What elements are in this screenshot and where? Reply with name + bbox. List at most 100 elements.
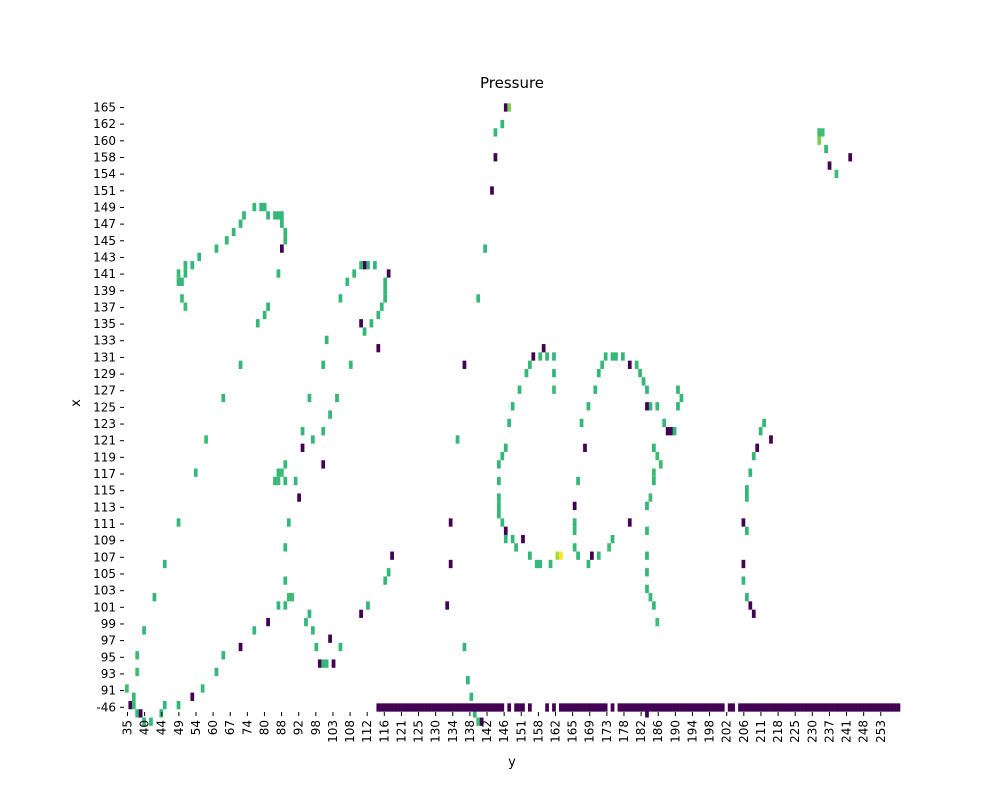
heatmap-cell — [720, 703, 725, 712]
heatmap-cell — [497, 476, 501, 486]
heatmap-cell — [707, 703, 711, 712]
x-tick-label: 173 — [600, 720, 614, 743]
x-tick-label: 108 — [343, 720, 357, 743]
heatmap-cell — [390, 551, 394, 560]
heatmap-cell — [648, 493, 653, 502]
heatmap-cell — [679, 703, 684, 712]
heatmap-cell — [221, 393, 226, 403]
y-tick-label: 141 — [93, 267, 116, 281]
heatmap-cell — [572, 501, 577, 511]
x-tick-label: 116 — [377, 720, 391, 743]
heatmap-cell — [552, 368, 556, 378]
x-axis-title: y — [508, 755, 516, 770]
heatmap-cell — [548, 559, 553, 569]
x-tick-label: 162 — [549, 720, 563, 743]
heatmap-cell — [769, 435, 773, 444]
heatmap-cell — [500, 703, 505, 712]
x-tick-label: 44 — [155, 720, 169, 735]
heatmap-cell — [652, 601, 656, 610]
heatmap-cell — [490, 186, 494, 195]
heatmap-cell — [459, 703, 463, 712]
heatmap-cell — [796, 703, 801, 712]
heatmap-cell — [128, 700, 133, 710]
heatmap-cell — [596, 551, 601, 560]
heatmap-cell — [369, 319, 374, 328]
heatmap-cell — [383, 277, 388, 286]
heatmap-cell — [600, 360, 605, 369]
heatmap-cell — [834, 169, 839, 179]
heatmap-cell — [662, 418, 667, 428]
heatmap-cell — [393, 703, 398, 712]
y-tick-label: 99 — [101, 617, 116, 631]
heatmap-cell — [293, 476, 298, 486]
y-tick-label: 162 — [93, 117, 116, 131]
y-tick-label: 95 — [101, 650, 116, 664]
heatmap-cell — [183, 302, 188, 311]
heatmap-cell — [448, 703, 453, 712]
heatmap-cell — [655, 451, 660, 461]
x-tick-label: 60 — [206, 720, 220, 735]
heatmap-cell — [751, 451, 756, 461]
heatmap-cell — [352, 269, 357, 278]
x-tick-label: 125 — [412, 720, 426, 743]
heatmap-cell — [500, 518, 505, 527]
heatmap-cell — [676, 703, 680, 712]
heatmap-cell — [497, 493, 501, 502]
heatmap-cell — [665, 427, 670, 436]
heatmap-cell — [503, 534, 508, 544]
heatmap-cell — [383, 294, 388, 303]
heatmap-cell — [748, 601, 753, 610]
heatmap-cell — [596, 703, 601, 712]
heatmap-cell — [831, 703, 835, 712]
heatmap-cell — [827, 703, 832, 712]
heatmap-cell — [662, 703, 667, 712]
heatmap-cell — [517, 385, 522, 394]
heatmap-cell — [538, 352, 543, 361]
heatmap-cell — [617, 703, 622, 712]
heatmap-cell — [889, 703, 894, 712]
x-tick-label: 158 — [531, 720, 545, 743]
x-tick-label: 138 — [463, 720, 477, 743]
heatmap-cell — [242, 211, 246, 220]
heatmap-cell — [679, 393, 684, 403]
heatmap-cell — [135, 709, 140, 718]
heatmap-cell — [745, 703, 749, 712]
heatmap-cell — [131, 692, 136, 701]
heatmap-cell — [758, 703, 763, 712]
heatmap-cell — [631, 703, 636, 712]
heatmap-cell — [658, 703, 663, 712]
heatmap-cell — [882, 703, 887, 712]
heatmap-cell — [624, 703, 629, 712]
heatmap-cell — [486, 703, 491, 712]
heatmap-cell — [634, 703, 639, 712]
heatmap-cell — [689, 703, 694, 712]
heatmap-cell — [572, 518, 577, 527]
y-tick-label: 127 — [93, 384, 116, 398]
heatmap-cell — [576, 703, 580, 712]
x-tick-label: 230 — [805, 720, 819, 743]
heatmap-cell — [273, 211, 277, 220]
y-tick-label: 154 — [93, 167, 116, 181]
x-tick-label: 49 — [172, 720, 186, 735]
y-axis: 165 162 160 158 154 151 149 147 145 143 141 139 137 1… — [93, 101, 124, 714]
heatmap-cell — [652, 703, 656, 712]
heatmap-cell — [252, 626, 257, 635]
heatmap-cell — [645, 385, 649, 394]
heatmap-cell — [710, 703, 715, 712]
heatmap-cell — [555, 551, 560, 560]
heatmap-cell — [665, 703, 670, 712]
heatmap-cell — [497, 510, 501, 519]
heatmap-cell — [514, 543, 518, 552]
heatmap-cell — [321, 659, 326, 668]
y-tick-label: 135 — [93, 317, 116, 331]
y-tick-label: 103 — [93, 584, 116, 598]
x-tick-label: 80 — [257, 720, 271, 735]
heatmap-cell — [135, 667, 140, 677]
heatmap-cell — [366, 261, 370, 270]
heatmap-cell — [538, 559, 543, 569]
y-tick-label: 109 — [93, 534, 116, 548]
heatmap-cell — [376, 310, 381, 320]
heatmap-cell — [190, 261, 195, 270]
heatmap-cell — [834, 703, 839, 712]
heatmap-cell — [603, 352, 608, 361]
